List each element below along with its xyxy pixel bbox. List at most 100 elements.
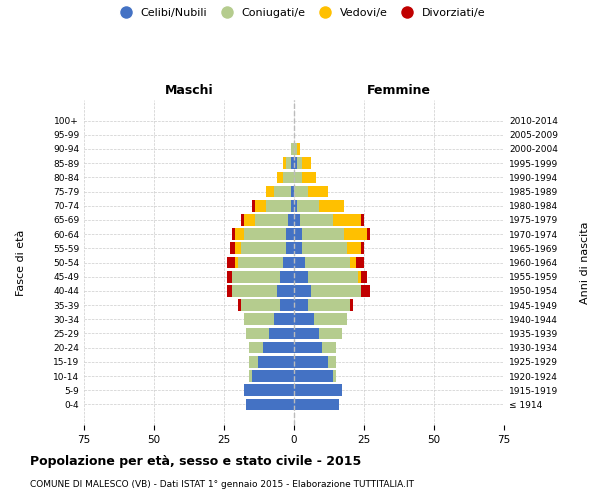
Bar xyxy=(361,242,364,254)
Bar xyxy=(289,214,294,226)
Bar xyxy=(294,342,322,353)
Bar xyxy=(294,300,308,311)
Bar xyxy=(356,256,364,268)
Bar xyxy=(263,342,294,353)
Bar xyxy=(294,256,305,268)
Bar xyxy=(294,285,311,296)
Bar xyxy=(294,158,297,169)
Bar xyxy=(294,314,314,325)
Bar xyxy=(232,271,280,282)
Bar xyxy=(297,200,319,211)
Bar xyxy=(286,158,291,169)
Bar xyxy=(247,328,269,340)
Bar xyxy=(294,384,341,396)
Bar xyxy=(302,158,311,169)
Bar xyxy=(230,242,235,254)
Bar xyxy=(302,172,316,183)
Text: Fasce di età: Fasce di età xyxy=(16,230,26,296)
Bar xyxy=(235,242,241,254)
Bar xyxy=(319,328,341,340)
Bar xyxy=(294,228,302,240)
Bar xyxy=(319,200,344,211)
Bar xyxy=(232,285,277,296)
Bar xyxy=(291,143,294,155)
Bar xyxy=(294,370,333,382)
Bar xyxy=(277,285,294,296)
Bar xyxy=(308,271,358,282)
Bar xyxy=(367,228,370,240)
Bar xyxy=(286,228,294,240)
Bar xyxy=(241,214,244,226)
Bar xyxy=(328,356,336,368)
Bar xyxy=(294,328,319,340)
Bar xyxy=(235,228,244,240)
Text: Popolazione per età, sesso e stato civile - 2015: Popolazione per età, sesso e stato civil… xyxy=(30,455,361,468)
Bar xyxy=(249,356,257,368)
Bar xyxy=(252,370,294,382)
Bar xyxy=(294,242,302,254)
Bar xyxy=(283,158,286,169)
Bar xyxy=(291,200,294,211)
Bar xyxy=(308,300,350,311)
Bar xyxy=(227,271,232,282)
Bar xyxy=(294,186,308,198)
Bar xyxy=(299,214,333,226)
Text: Anni di nascita: Anni di nascita xyxy=(580,221,590,304)
Text: COMUNE DI MALESCO (VB) - Dati ISTAT 1° gennaio 2015 - Elaborazione TUTTITALIA.IT: COMUNE DI MALESCO (VB) - Dati ISTAT 1° g… xyxy=(30,480,414,489)
Bar xyxy=(269,328,294,340)
Bar xyxy=(241,300,280,311)
Bar xyxy=(302,228,344,240)
Bar xyxy=(252,200,255,211)
Bar xyxy=(311,285,361,296)
Legend: Celibi/Nubili, Coniugati/e, Vedovi/e, Divorziati/e: Celibi/Nubili, Coniugati/e, Vedovi/e, Di… xyxy=(110,3,490,22)
Bar xyxy=(358,271,361,282)
Bar xyxy=(302,242,347,254)
Bar xyxy=(305,256,350,268)
Bar xyxy=(297,143,299,155)
Bar xyxy=(277,172,283,183)
Bar xyxy=(247,398,294,410)
Bar xyxy=(291,186,294,198)
Bar xyxy=(244,214,255,226)
Bar xyxy=(291,158,294,169)
Bar xyxy=(257,356,294,368)
Bar xyxy=(294,356,328,368)
Bar xyxy=(344,228,367,240)
Bar xyxy=(238,256,283,268)
Bar xyxy=(244,228,286,240)
Text: Femmine: Femmine xyxy=(367,84,431,98)
Bar xyxy=(294,214,299,226)
Bar xyxy=(244,384,294,396)
Bar xyxy=(361,285,370,296)
Bar xyxy=(294,398,339,410)
Bar xyxy=(283,256,294,268)
Bar xyxy=(283,172,294,183)
Bar xyxy=(227,285,232,296)
Bar xyxy=(286,242,294,254)
Bar xyxy=(361,271,367,282)
Bar xyxy=(255,214,289,226)
Bar xyxy=(249,342,263,353)
Bar xyxy=(238,300,241,311)
Bar xyxy=(314,314,347,325)
Bar xyxy=(280,271,294,282)
Bar xyxy=(280,300,294,311)
Bar xyxy=(350,300,353,311)
Bar xyxy=(235,256,238,268)
Bar xyxy=(255,200,266,211)
Bar xyxy=(294,271,308,282)
Bar xyxy=(244,314,274,325)
Bar xyxy=(232,228,235,240)
Bar xyxy=(294,172,302,183)
Bar xyxy=(274,186,291,198)
Bar xyxy=(227,256,235,268)
Bar xyxy=(333,214,361,226)
Bar xyxy=(241,242,286,254)
Text: Maschi: Maschi xyxy=(164,84,214,98)
Bar xyxy=(274,314,294,325)
Bar xyxy=(361,214,364,226)
Bar xyxy=(333,370,336,382)
Bar xyxy=(297,158,302,169)
Bar xyxy=(308,186,328,198)
Bar xyxy=(294,143,297,155)
